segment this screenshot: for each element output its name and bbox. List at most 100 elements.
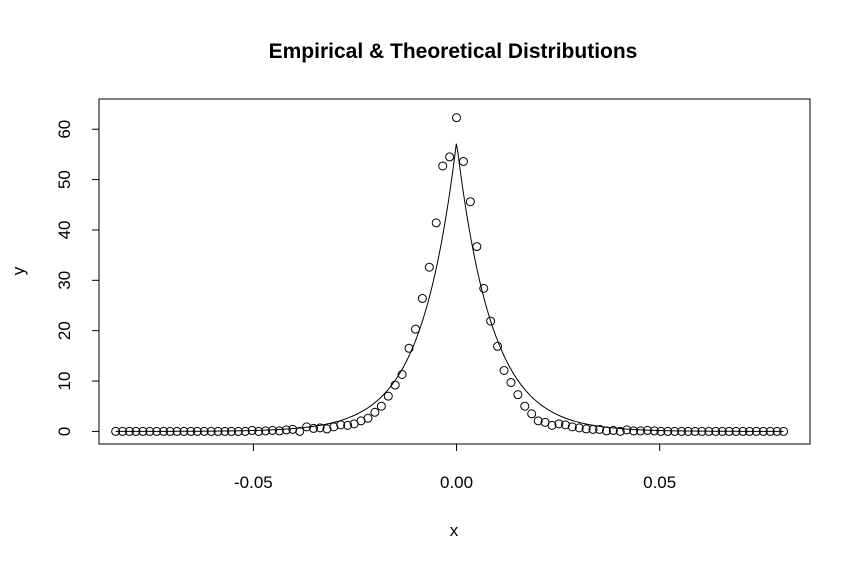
data-point	[581, 424, 591, 434]
empirical-points	[111, 113, 789, 436]
x-axis: -0.05 0.00 0.05	[234, 443, 676, 492]
data-point	[124, 426, 134, 436]
data-point	[758, 426, 768, 436]
data-point	[636, 426, 646, 436]
data-point	[574, 423, 584, 433]
data-point	[281, 425, 291, 435]
data-point	[165, 426, 175, 436]
y-tick-label: 40	[55, 220, 74, 239]
data-point	[560, 420, 570, 430]
data-point	[513, 390, 523, 400]
y-tick-label: 30	[55, 271, 74, 290]
y-tick-label: 60	[55, 120, 74, 139]
data-point	[663, 426, 673, 436]
theoretical-density-line	[115, 143, 784, 432]
data-point	[683, 426, 693, 436]
data-point	[179, 426, 189, 436]
data-point	[247, 425, 257, 435]
data-point	[186, 426, 196, 436]
data-point	[554, 419, 564, 429]
data-point	[145, 426, 155, 436]
data-point	[192, 426, 202, 436]
data-point	[274, 426, 284, 436]
data-point	[295, 426, 305, 436]
data-point	[744, 426, 754, 436]
data-point	[731, 426, 741, 436]
data-point	[302, 422, 312, 432]
data-point	[131, 426, 141, 436]
x-axis-label: x	[450, 521, 459, 540]
data-point	[751, 426, 761, 436]
data-point	[424, 262, 434, 272]
data-point	[233, 426, 243, 436]
data-point	[452, 113, 462, 123]
data-point	[527, 409, 537, 419]
data-point	[315, 423, 325, 433]
data-point	[622, 425, 632, 435]
data-point	[390, 380, 400, 390]
data-point	[772, 426, 782, 436]
data-point	[629, 426, 639, 436]
data-point	[159, 426, 169, 436]
data-point	[370, 407, 380, 417]
data-point	[206, 426, 216, 436]
data-point	[697, 426, 707, 436]
data-point	[261, 426, 271, 436]
data-point	[199, 426, 209, 436]
x-tick-label: 0.05	[643, 473, 676, 492]
data-point	[499, 365, 509, 375]
data-point	[615, 426, 625, 436]
data-point	[363, 413, 373, 423]
plot-frame	[98, 98, 811, 445]
data-point	[309, 423, 319, 433]
data-point	[547, 420, 557, 430]
data-point	[465, 197, 475, 207]
y-axis-label: y	[9, 266, 28, 275]
data-point	[138, 426, 148, 436]
data-point	[533, 416, 543, 426]
data-point	[240, 426, 250, 436]
data-point	[724, 426, 734, 436]
data-point	[765, 426, 775, 436]
data-point	[336, 420, 346, 430]
data-point	[670, 426, 680, 436]
data-point	[677, 426, 687, 436]
data-point	[690, 426, 700, 436]
data-point	[383, 391, 393, 401]
data-point	[479, 283, 489, 293]
y-axis: 0 10 20 30 40 50 60	[55, 120, 100, 436]
data-point	[322, 424, 332, 434]
data-point	[226, 426, 236, 436]
data-point	[506, 378, 516, 388]
data-point	[288, 424, 298, 434]
data-point	[711, 426, 721, 436]
data-point	[397, 370, 407, 379]
data-point	[431, 218, 441, 228]
data-point	[779, 426, 789, 436]
data-point	[649, 426, 659, 436]
y-tick-label: 20	[55, 321, 74, 340]
data-point	[601, 426, 611, 436]
data-point	[152, 426, 162, 436]
data-point	[472, 242, 482, 252]
chart-title: Empirical & Theoretical Distributions	[269, 40, 638, 63]
data-point	[220, 426, 230, 436]
data-point	[172, 426, 182, 436]
y-tick-label: 0	[55, 427, 74, 436]
data-point	[411, 324, 420, 334]
x-tick-label: 0.00	[440, 473, 473, 492]
data-point	[417, 293, 427, 303]
data-point	[329, 422, 339, 432]
data-point	[717, 426, 727, 436]
y-tick-label: 50	[55, 170, 74, 189]
data-point	[404, 343, 414, 353]
data-point	[642, 425, 652, 435]
data-point	[458, 156, 468, 166]
data-point	[118, 426, 128, 436]
data-point	[213, 426, 223, 436]
data-point	[520, 401, 530, 411]
x-tick-label: -0.05	[234, 473, 273, 492]
data-point	[343, 420, 353, 430]
data-point	[376, 401, 386, 411]
data-point	[254, 426, 264, 436]
